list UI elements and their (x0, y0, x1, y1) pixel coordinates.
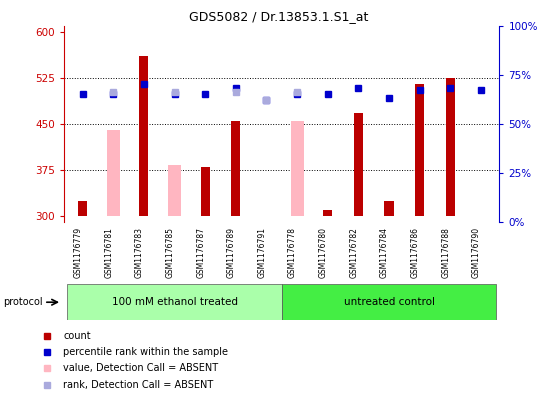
Bar (231, 121, 240, 216)
Bar (200, 167, 210, 216)
Text: GSM1176791: GSM1176791 (257, 227, 267, 278)
Text: GSM1176790: GSM1176790 (472, 227, 481, 278)
Text: GSM1176779: GSM1176779 (74, 227, 83, 278)
Bar (78, 200, 87, 216)
Text: GSM1176785: GSM1176785 (166, 227, 175, 278)
Text: GSM1176783: GSM1176783 (135, 227, 144, 278)
Text: GSM1176787: GSM1176787 (196, 227, 205, 278)
Text: GSM1176784: GSM1176784 (380, 227, 389, 278)
Text: 100 mM ethanol treated: 100 mM ethanol treated (112, 297, 238, 307)
Text: GSM1176782: GSM1176782 (349, 227, 358, 278)
Text: GSM1176789: GSM1176789 (227, 227, 236, 278)
Bar (323, 210, 333, 216)
Text: GSM1176778: GSM1176778 (288, 227, 297, 278)
Text: protocol: protocol (3, 297, 42, 307)
Bar (415, 84, 424, 216)
Bar (291, 121, 304, 216)
Bar (67, 284, 282, 320)
Text: value, Detection Call = ABSENT: value, Detection Call = ABSENT (64, 363, 219, 373)
Bar (446, 78, 455, 216)
Bar (168, 165, 181, 216)
Bar (354, 113, 363, 216)
Text: rank, Detection Call = ABSENT: rank, Detection Call = ABSENT (64, 380, 214, 389)
Text: GSM1176781: GSM1176781 (104, 227, 113, 278)
Text: percentile rank within the sample: percentile rank within the sample (64, 347, 228, 357)
Bar (384, 200, 393, 216)
Text: GDS5082 / Dr.13853.1.S1_at: GDS5082 / Dr.13853.1.S1_at (189, 10, 369, 23)
Text: untreated control: untreated control (344, 297, 435, 307)
Bar (140, 56, 148, 216)
Bar (282, 284, 497, 320)
Text: GSM1176788: GSM1176788 (441, 227, 450, 278)
Text: GSM1176780: GSM1176780 (319, 227, 328, 278)
Text: count: count (64, 331, 91, 341)
Bar (107, 130, 119, 216)
Text: GSM1176786: GSM1176786 (411, 227, 420, 278)
